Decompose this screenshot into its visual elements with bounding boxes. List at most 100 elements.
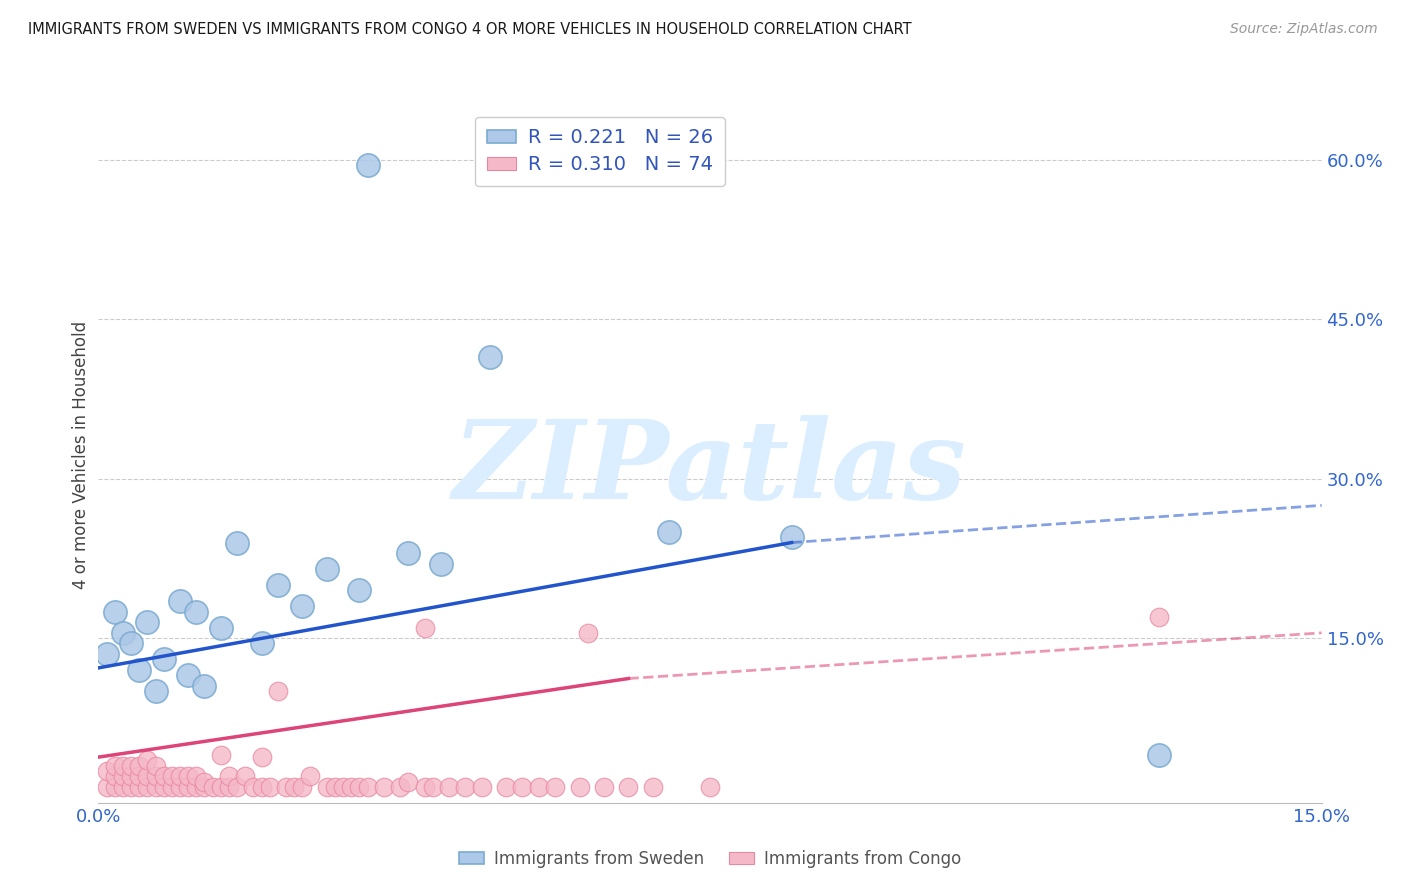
Point xyxy=(136,769,159,783)
Point xyxy=(299,769,322,783)
Point xyxy=(136,753,159,767)
Point xyxy=(193,679,215,693)
Point xyxy=(315,780,337,794)
Point xyxy=(527,780,550,794)
Point xyxy=(104,605,127,619)
Point xyxy=(104,769,127,783)
Point xyxy=(201,780,224,794)
Point xyxy=(349,780,371,794)
Point xyxy=(576,625,599,640)
Point xyxy=(323,780,346,794)
Point xyxy=(209,621,232,635)
Point xyxy=(145,780,167,794)
Point xyxy=(250,780,273,794)
Point xyxy=(145,684,167,698)
Point xyxy=(136,780,159,794)
Point xyxy=(186,780,208,794)
Point xyxy=(128,758,150,772)
Point xyxy=(160,769,183,783)
Point xyxy=(186,769,208,783)
Point xyxy=(1147,747,1170,762)
Point xyxy=(193,780,215,794)
Point xyxy=(120,769,142,783)
Point xyxy=(593,780,616,794)
Point xyxy=(209,747,232,762)
Point xyxy=(145,769,167,783)
Point xyxy=(169,594,191,608)
Point xyxy=(96,780,118,794)
Point xyxy=(242,780,264,794)
Point xyxy=(226,535,249,549)
Point xyxy=(373,780,395,794)
Point xyxy=(152,780,174,794)
Point xyxy=(349,583,371,598)
Point xyxy=(250,636,273,650)
Point xyxy=(169,769,191,783)
Point xyxy=(128,663,150,677)
Point xyxy=(658,524,681,539)
Point xyxy=(283,780,305,794)
Point xyxy=(177,668,200,682)
Point xyxy=(226,780,249,794)
Point xyxy=(315,562,337,576)
Point xyxy=(111,769,134,783)
Text: IMMIGRANTS FROM SWEDEN VS IMMIGRANTS FROM CONGO 4 OR MORE VEHICLES IN HOUSEHOLD : IMMIGRANTS FROM SWEDEN VS IMMIGRANTS FRO… xyxy=(28,22,911,37)
Point xyxy=(437,780,460,794)
Point xyxy=(699,780,721,794)
Text: Source: ZipAtlas.com: Source: ZipAtlas.com xyxy=(1230,22,1378,37)
Point xyxy=(396,774,419,789)
Point xyxy=(617,780,640,794)
Point xyxy=(111,780,134,794)
Point xyxy=(186,605,208,619)
Point xyxy=(104,780,127,794)
Point xyxy=(152,652,174,666)
Y-axis label: 4 or more Vehicles in Household: 4 or more Vehicles in Household xyxy=(72,321,90,589)
Point xyxy=(160,780,183,794)
Point xyxy=(478,350,501,364)
Point xyxy=(274,780,297,794)
Point xyxy=(145,758,167,772)
Point xyxy=(1147,610,1170,624)
Point xyxy=(218,780,240,794)
Point xyxy=(430,557,453,571)
Point xyxy=(120,636,142,650)
Point xyxy=(512,780,534,794)
Point xyxy=(544,780,567,794)
Point xyxy=(209,780,232,794)
Point xyxy=(267,578,290,592)
Point xyxy=(568,780,591,794)
Point xyxy=(128,769,150,783)
Point xyxy=(356,158,378,172)
Point xyxy=(389,780,412,794)
Point xyxy=(96,647,118,661)
Point xyxy=(291,599,314,614)
Point xyxy=(396,546,419,560)
Point xyxy=(250,750,273,764)
Point xyxy=(332,780,354,794)
Point xyxy=(422,780,444,794)
Point xyxy=(96,764,118,778)
Legend: Immigrants from Sweden, Immigrants from Congo: Immigrants from Sweden, Immigrants from … xyxy=(453,843,967,874)
Point xyxy=(641,780,664,794)
Point xyxy=(111,625,134,640)
Point xyxy=(233,769,256,783)
Point xyxy=(267,684,290,698)
Point xyxy=(471,780,494,794)
Point xyxy=(218,769,240,783)
Point xyxy=(413,621,436,635)
Text: ZIPatlas: ZIPatlas xyxy=(453,415,967,523)
Point xyxy=(177,769,200,783)
Point xyxy=(780,530,803,544)
Point xyxy=(193,774,215,789)
Point xyxy=(111,758,134,772)
Point xyxy=(120,780,142,794)
Point xyxy=(104,758,127,772)
Point xyxy=(291,780,314,794)
Point xyxy=(356,780,378,794)
Point xyxy=(340,780,363,794)
Point xyxy=(120,758,142,772)
Point xyxy=(128,780,150,794)
Point xyxy=(454,780,477,794)
Point xyxy=(152,769,174,783)
Point xyxy=(136,615,159,630)
